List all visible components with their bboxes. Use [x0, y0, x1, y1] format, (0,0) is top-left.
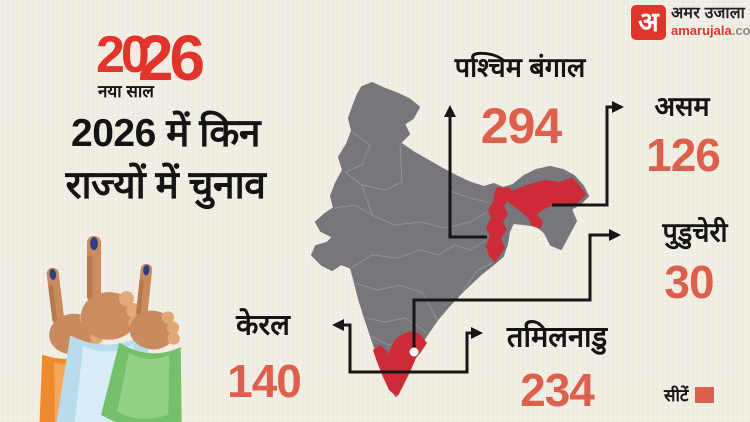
newyear-digits: 2026 [96, 26, 246, 90]
page-title-line2: राज्यों में चुनाव [65, 164, 266, 207]
seats-assam: 126 [646, 129, 721, 181]
brand-site-name: amarujala [671, 23, 732, 38]
label-puducherry: पुडुचेरी [662, 217, 728, 248]
voting-hands-illustration [39, 236, 182, 422]
seats-legend: सीटें [664, 383, 715, 406]
seats-tamil-nadu: 234 [520, 364, 595, 416]
seats-legend-label: सीटें [664, 386, 689, 405]
label-assam: असम [654, 91, 710, 122]
page-title: 2026 में किन राज्यों में चुनाव [8, 108, 323, 212]
ink-mark-icon [90, 237, 98, 251]
state-tamil-nadu [387, 331, 427, 396]
brand-site: amarujala.com [671, 23, 750, 38]
brand-monogram-icon: अ [631, 5, 666, 40]
newyear-tagline: नया साल [98, 82, 154, 101]
connector-puducherry [412, 233, 612, 350]
page-title-line1: 2026 में किन [71, 112, 260, 155]
connector-west-bengal [448, 114, 487, 239]
puducherry-marker [409, 347, 419, 357]
state-borders [333, 131, 493, 346]
brand-name: अमर उजाला [671, 5, 745, 22]
label-tamil-nadu: तमिलनाडु [506, 321, 608, 354]
connectors [341, 105, 615, 374]
highlighted-states [373, 177, 586, 396]
newyear-digits-26: 26 [137, 22, 205, 94]
connector-assam [552, 105, 615, 207]
state-assam [505, 177, 586, 229]
seats-west-bengal: 294 [480, 98, 562, 154]
seats-legend-swatch-icon [695, 386, 715, 403]
ink-mark-icon [49, 268, 57, 280]
connector-kerala-tamilnadu [341, 323, 474, 374]
label-west-bengal: पश्चिम बंगाल [454, 52, 586, 83]
state-west-bengal [486, 187, 517, 263]
ink-mark-icon [143, 264, 150, 276]
seats-puducherry: 30 [664, 256, 714, 308]
label-kerala: केरल [236, 309, 290, 342]
newyear-2026-logo: 2026 नया साल [96, 26, 246, 104]
brand-logo: अ अमर उजाला amarujala.com [631, 5, 750, 40]
seats-kerala: 140 [227, 355, 302, 407]
newyear-digits-20: 20 [96, 26, 150, 84]
connector-arrowheads [332, 101, 624, 339]
brand-site-tld: .com [731, 23, 750, 38]
